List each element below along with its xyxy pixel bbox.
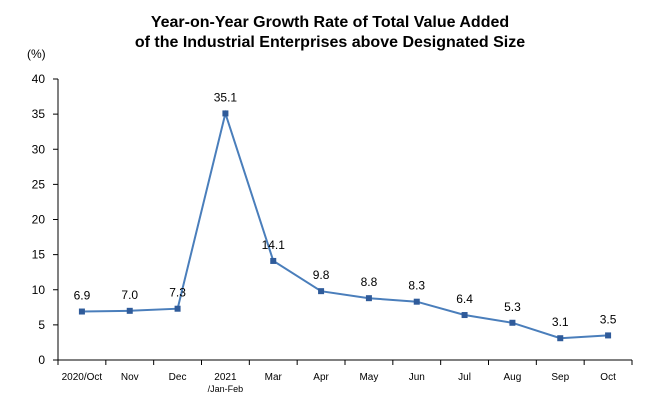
data-point [270,257,277,264]
x-tick-label: Oct [600,372,616,383]
x-tick-label: Aug [504,372,522,383]
data-point [413,298,420,305]
data-point [461,312,468,319]
data-point [78,308,85,315]
data-label: 35.1 [214,90,238,104]
data-label: 6.9 [74,289,91,303]
y-tick-label: 40 [32,72,46,86]
x-tick-label: Sep [551,372,569,383]
data-label: 7.0 [121,288,138,302]
y-tick-label: 5 [38,318,45,332]
x-tick-label: Dec [169,372,187,383]
data-point [509,319,516,326]
data-point [126,307,133,314]
y-tick-label: 35 [32,107,46,121]
x-tick-label: 2021 [214,372,237,383]
x-tick-label: Apr [313,372,329,383]
data-label: 7.3 [169,286,186,300]
y-tick-label: 25 [32,177,46,191]
data-label: 5.3 [504,300,521,314]
chart-title-line-2: of the Industrial Enterprises above Desi… [134,34,526,51]
x-tick-label: Mar [265,372,283,383]
data-label: 8.3 [408,279,425,293]
y-tick-label: 0 [38,353,45,367]
y-tick-label: 15 [32,248,46,262]
data-label: 3.1 [552,315,569,329]
x-tick-label: May [359,372,378,383]
y-axis-label: (%) [27,47,46,61]
data-point [318,288,325,295]
y-tick-label: 30 [32,142,46,156]
data-label: 3.5 [600,312,617,326]
data-point [365,295,372,302]
series-line [81,109,609,340]
x-tick-label: Jul [458,372,471,383]
data-label: 8.8 [361,275,378,289]
y-tick-label: 20 [32,213,46,227]
data-point [605,332,612,339]
x-tick-label: Jun [409,372,425,383]
data-point [222,110,229,117]
data-label: 14.1 [262,238,286,252]
x-tick-label: /Jan-Feb [208,384,244,394]
data-point [557,335,564,342]
chart-title-line-1: Year-on-Year Growth Rate of Total Value … [150,14,510,31]
x-tick-label: Nov [121,372,139,383]
data-label: 9.8 [313,268,330,282]
y-tick-label: 10 [32,283,46,297]
x-tick-label: 2020/Oct [62,372,103,383]
data-point [174,305,181,312]
data-label: 6.4 [456,292,473,306]
